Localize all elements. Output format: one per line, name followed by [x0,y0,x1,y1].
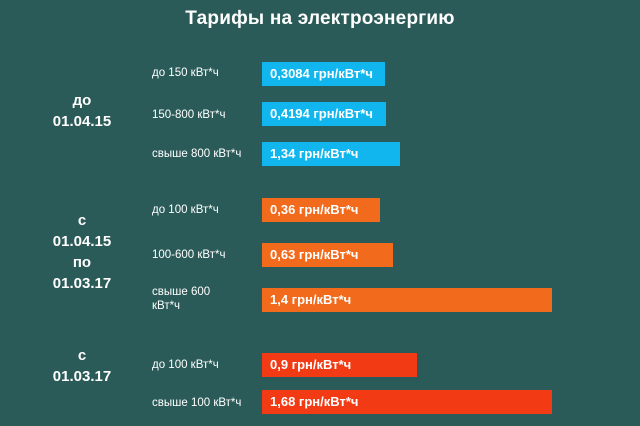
row-label: до 150 кВт*ч [152,67,219,79]
period-label-line: 01.04.15 [52,113,112,130]
bar-g2-2: 0,63 грн/кВт*ч [262,243,393,267]
bar-g1-2: 0,4194 грн/кВт*ч [262,102,386,126]
row-label: свыше 800 кВт*ч [152,148,242,160]
row-label: до 100 кВт*ч [152,204,219,216]
period-label-line: с [77,347,87,364]
bar-g3-2: 1,68 грн/кВт*ч [262,390,552,414]
row-label: 150-800 кВт*ч [152,109,226,121]
period-label-line: по [72,254,92,271]
bar-g1-3: 1,34 грн/кВт*ч [262,142,400,166]
row-label: до 100 кВт*ч [152,359,219,371]
period-label-line: с [77,212,87,229]
bar-g1-1: 0,3084 грн/кВт*ч [262,62,385,86]
period-label-1: до 01.04.15 [22,90,142,132]
row-label: 100-600 кВт*ч [152,249,226,261]
period-label-line: 01.03.17 [52,275,112,292]
period-label-line: до [72,92,92,109]
bar-g2-1: 0,36 грн/кВт*ч [262,198,380,222]
row-label: свыше 100 кВт*ч [152,397,242,409]
row-label: свыше 600 кВт*ч [152,286,211,312]
period-label-line: 01.03.17 [52,368,112,385]
period-label-2: с 01.04.15 по 01.03.17 [22,210,142,294]
chart-title: Тарифы на электроэнергию [185,8,455,29]
period-label-3: с 01.03.17 [22,345,142,387]
period-label-line: 01.04.15 [52,233,112,250]
bar-g3-1: 0,9 грн/кВт*ч [262,353,417,377]
bar-g2-3: 1,4 грн/кВт*ч [262,288,552,312]
